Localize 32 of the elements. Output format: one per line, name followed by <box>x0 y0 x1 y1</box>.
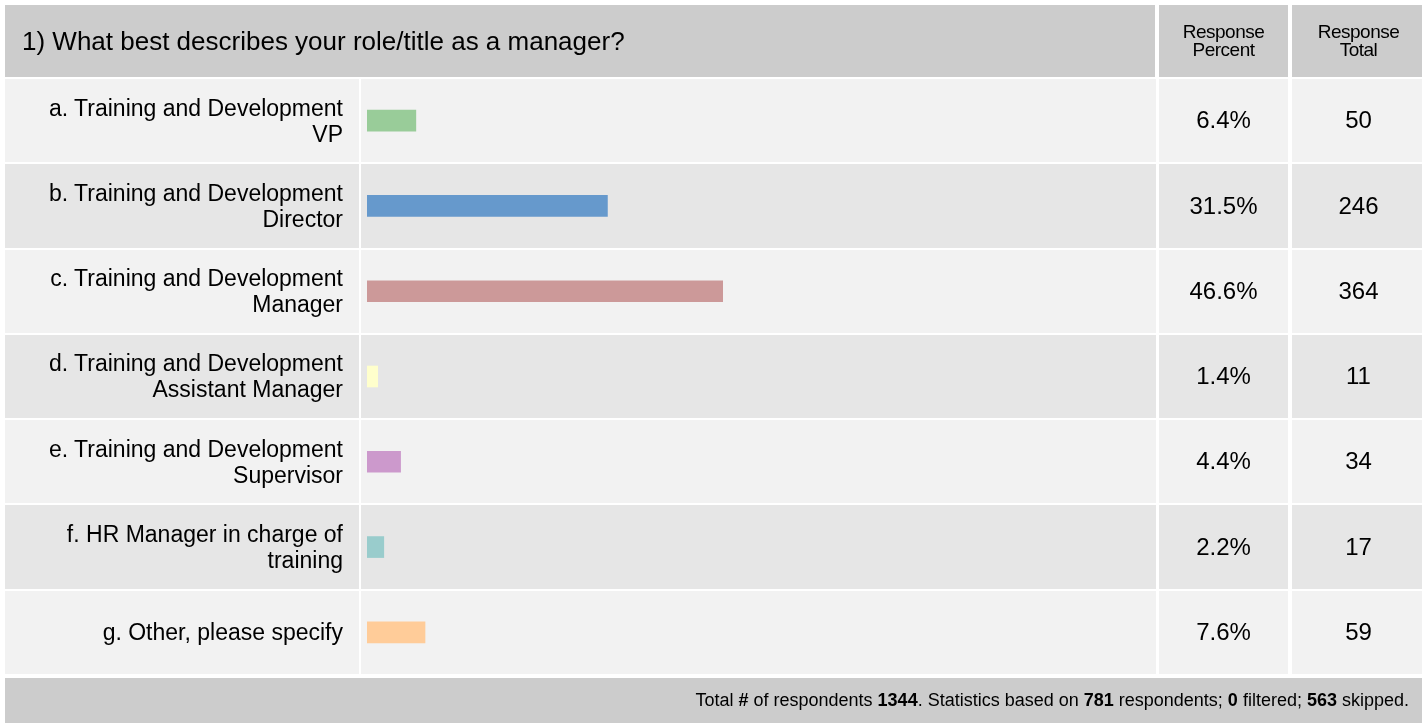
y-tick-label: d. Training and Development Assistant Manager <box>5 334 359 419</box>
bar <box>367 195 608 217</box>
data-label: 2.2% <box>1196 532 1251 560</box>
y-tick-label: e. Training and Development Supervisor <box>5 420 359 504</box>
y-tick-label: a. Training and Development VP <box>5 79 359 163</box>
text: 34 <box>1345 447 1372 475</box>
text: 59 <box>1345 617 1372 645</box>
text: Response Total <box>1316 20 1401 62</box>
data-label: 6.4% <box>1196 106 1251 134</box>
data-label: 46.6% <box>1189 276 1258 304</box>
data-label: 4.4% <box>1196 447 1251 475</box>
chart-title: 1) What best describes your role/title as a manager? <box>22 24 625 58</box>
bar <box>367 280 723 303</box>
y-tick-label: g. Other, please specify <box>5 590 359 674</box>
y-tick-label: f. HR Manager in charge of training <box>5 505 359 589</box>
text: 11 <box>1346 362 1371 390</box>
bar <box>367 536 385 558</box>
bar <box>367 621 426 644</box>
y-tick-label: b. Training and Development Director <box>5 164 359 248</box>
text: 364 <box>1338 276 1379 304</box>
bar <box>367 109 417 132</box>
data-label: 7.6% <box>1196 617 1251 645</box>
data-label: 31.5% <box>1189 191 1258 219</box>
text: 246 <box>1338 191 1379 219</box>
text: Response Percent <box>1181 20 1266 62</box>
data-label: 1.4% <box>1196 362 1251 390</box>
bar <box>367 365 379 388</box>
bar <box>367 450 401 473</box>
y-tick-label: c. Training and Development Manager <box>5 249 359 333</box>
text: 50 <box>1345 106 1372 134</box>
text: 17 <box>1345 532 1372 560</box>
text: Total # of respondents 1344. Statistics based on 781 respondents; 0 filtered; 563 skipped. <box>695 690 1409 710</box>
